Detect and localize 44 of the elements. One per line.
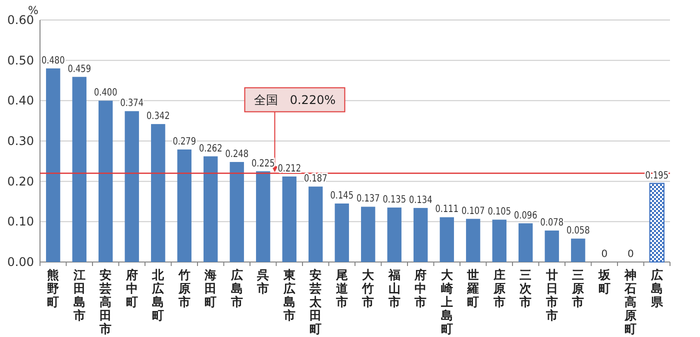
x-tick-label: 庄原市	[492, 268, 506, 309]
x-tick-label: 大崎上島町	[440, 268, 454, 336]
x-tick-label: 海田町	[204, 268, 217, 309]
x-tick-label: 大竹市	[361, 268, 376, 309]
y-tick-label: 0.40	[7, 94, 34, 108]
x-tick-label: 江田島市	[72, 268, 86, 322]
x-tick-label: 広島県	[650, 268, 664, 309]
data-label: 0.400	[94, 88, 123, 99]
data-label: 0.459	[68, 64, 96, 75]
data-label: 0.342	[146, 111, 176, 122]
x-tick-label: 広島市	[230, 268, 243, 309]
data-label: 0.248	[225, 148, 254, 160]
y-tick-label: 0.10	[7, 214, 34, 229]
data-label: 0.212	[278, 163, 306, 174]
x-tick-label: 廿日市市	[544, 268, 558, 322]
data-label: 0.134	[409, 194, 438, 206]
data-label: 0	[627, 249, 634, 260]
x-tick-label: 北広島町	[151, 268, 166, 322]
data-label: 0.374	[120, 98, 149, 110]
x-tick-label: 呉市	[256, 268, 270, 296]
data-label: 0.058	[566, 226, 596, 237]
x-tick-label: 安芸太田町	[308, 268, 323, 336]
data-label: 0.480	[42, 55, 70, 66]
data-label: 0.187	[304, 174, 333, 185]
ref-line-label: 全国 0.220%	[254, 92, 336, 107]
x-tick-label: 熊野町	[47, 268, 60, 309]
y-tick-label: 0.50	[7, 53, 34, 68]
x-tick-label: 府中町	[124, 268, 138, 309]
x-tick-label: 神石高原町	[624, 268, 637, 336]
data-label: 0	[601, 249, 608, 260]
x-tick-label: 東広島市	[282, 268, 296, 322]
x-tick-label: 竹原市	[177, 268, 190, 309]
x-tick-label: 安芸高田市	[98, 268, 112, 336]
x-tick-label: 三次市	[518, 268, 533, 309]
x-tick-label: 世羅町	[466, 268, 480, 309]
y-tick-label: 0.00	[7, 255, 34, 269]
y-tick-label: 0.30	[7, 134, 34, 148]
x-tick-label: 坂町	[597, 268, 612, 296]
x-tick-label: 府中市	[414, 268, 427, 309]
x-tick-label: 尾道市	[334, 268, 349, 309]
y-tick-label: 0.60	[7, 13, 34, 27]
y-tick-label: 0.20	[7, 174, 34, 188]
x-tick-label: 三原市	[571, 268, 584, 309]
x-tick-label: 福山市	[387, 268, 400, 309]
